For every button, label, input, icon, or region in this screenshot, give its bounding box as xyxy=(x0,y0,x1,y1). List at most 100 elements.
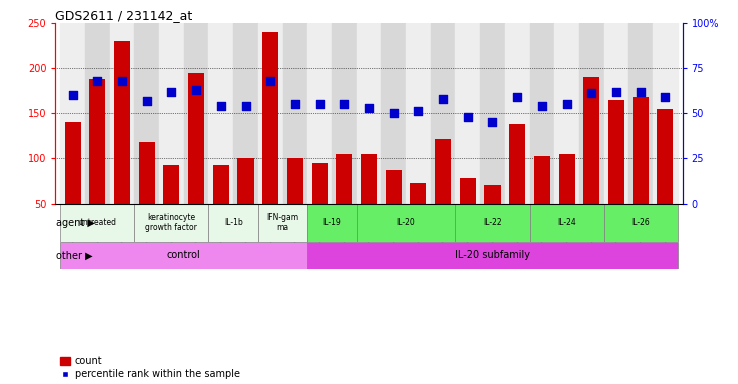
Text: IL-22: IL-22 xyxy=(483,218,502,227)
Bar xyxy=(110,23,134,204)
Text: untreated: untreated xyxy=(78,218,117,227)
Text: IL-20: IL-20 xyxy=(396,218,415,227)
Bar xyxy=(307,23,332,204)
Text: IL-1b: IL-1b xyxy=(224,218,243,227)
Bar xyxy=(484,185,500,249)
Point xyxy=(585,90,597,96)
Point xyxy=(610,89,622,95)
Text: GDS2611 / 231142_at: GDS2611 / 231142_at xyxy=(55,9,193,22)
Legend: count, percentile rank within the sample: count, percentile rank within the sample xyxy=(61,356,240,379)
Point xyxy=(486,119,498,125)
Bar xyxy=(134,23,159,204)
Bar xyxy=(287,159,303,249)
Bar xyxy=(435,139,451,249)
Bar xyxy=(356,204,455,242)
Text: IL-26: IL-26 xyxy=(631,218,650,227)
Point xyxy=(437,96,449,102)
Bar xyxy=(505,23,530,204)
Bar xyxy=(583,77,599,249)
Point xyxy=(289,101,301,107)
Point xyxy=(363,105,375,111)
Bar xyxy=(307,242,677,269)
Bar xyxy=(208,23,233,204)
Text: IFN-gam
ma: IFN-gam ma xyxy=(266,214,299,232)
Bar xyxy=(361,154,377,249)
Point xyxy=(314,101,325,107)
Bar xyxy=(628,23,653,204)
Bar xyxy=(283,23,307,204)
Bar xyxy=(262,32,278,249)
Bar xyxy=(559,154,575,249)
Text: other ▶: other ▶ xyxy=(55,250,92,260)
Bar xyxy=(311,163,328,249)
Point xyxy=(165,89,177,95)
Bar xyxy=(258,23,283,204)
Bar xyxy=(307,204,356,242)
Bar xyxy=(61,242,307,269)
Point xyxy=(635,89,646,95)
Bar xyxy=(382,23,406,204)
Bar xyxy=(163,165,179,249)
Bar xyxy=(208,204,258,242)
Bar xyxy=(356,23,382,204)
Point xyxy=(141,98,153,104)
Point xyxy=(215,103,227,109)
Bar xyxy=(534,156,550,249)
Bar xyxy=(386,170,401,249)
Bar xyxy=(455,204,530,242)
Point xyxy=(511,94,523,100)
Point xyxy=(413,108,424,114)
Bar xyxy=(184,23,208,204)
Bar xyxy=(530,204,604,242)
Bar xyxy=(233,23,258,204)
Bar xyxy=(554,23,579,204)
Text: IL-24: IL-24 xyxy=(557,218,576,227)
Bar xyxy=(332,23,356,204)
Text: IL-20 subfamily: IL-20 subfamily xyxy=(455,250,530,260)
Point xyxy=(264,78,276,84)
Bar xyxy=(455,23,480,204)
Text: control: control xyxy=(167,250,201,260)
Bar xyxy=(460,178,476,249)
Point xyxy=(339,101,351,107)
Point xyxy=(240,103,252,109)
Bar xyxy=(213,165,229,249)
Text: IL-19: IL-19 xyxy=(323,218,342,227)
Bar xyxy=(579,23,604,204)
Bar xyxy=(159,23,184,204)
Point xyxy=(561,101,573,107)
Bar xyxy=(410,183,427,249)
Point xyxy=(116,78,128,84)
Bar xyxy=(608,100,624,249)
Bar xyxy=(431,23,455,204)
Point xyxy=(387,110,399,116)
Bar xyxy=(134,204,208,242)
Text: agent ▶: agent ▶ xyxy=(55,218,94,228)
Text: keratinocyte
growth factor: keratinocyte growth factor xyxy=(145,214,197,232)
Bar xyxy=(480,23,505,204)
Bar xyxy=(258,204,307,242)
Bar xyxy=(65,122,80,249)
Point xyxy=(190,87,202,93)
Bar xyxy=(653,23,677,204)
Bar xyxy=(188,73,204,249)
Point xyxy=(66,92,78,98)
Bar xyxy=(632,97,649,249)
Bar xyxy=(238,159,254,249)
Point xyxy=(462,114,474,120)
Point xyxy=(660,94,672,100)
Bar xyxy=(114,41,130,249)
Point xyxy=(92,78,103,84)
Bar xyxy=(337,154,352,249)
Bar xyxy=(530,23,554,204)
Bar xyxy=(509,124,525,249)
Bar xyxy=(604,23,628,204)
Bar xyxy=(658,109,673,249)
Bar xyxy=(89,79,106,249)
Bar xyxy=(406,23,431,204)
Bar xyxy=(139,142,155,249)
Bar xyxy=(61,23,85,204)
Bar xyxy=(85,23,110,204)
Bar xyxy=(61,204,134,242)
Point xyxy=(536,103,548,109)
